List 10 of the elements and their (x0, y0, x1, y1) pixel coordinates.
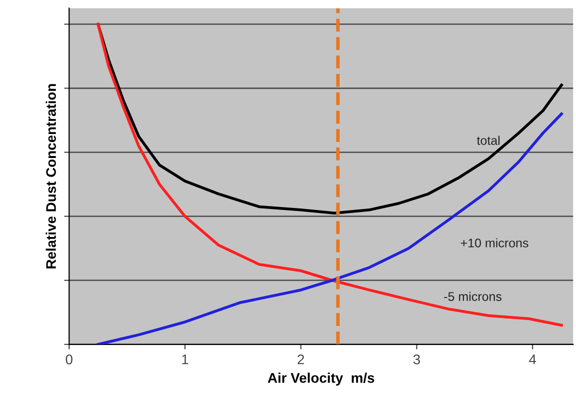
x-tick-label: 2 (298, 354, 304, 364)
x-axis-title: Air Velocity m/s (268, 372, 374, 386)
y-axis-title: Relative Dust Concentration (46, 84, 56, 268)
x-tick-label: 1 (182, 354, 188, 364)
series-label: -5 microns (444, 292, 502, 301)
x-tick-label: 0 (66, 354, 72, 364)
series-label: total (476, 136, 500, 145)
x-tick-label: 3 (413, 354, 420, 364)
x-tick-label: 4 (529, 354, 536, 364)
series-label: +10 microns (460, 238, 528, 248)
